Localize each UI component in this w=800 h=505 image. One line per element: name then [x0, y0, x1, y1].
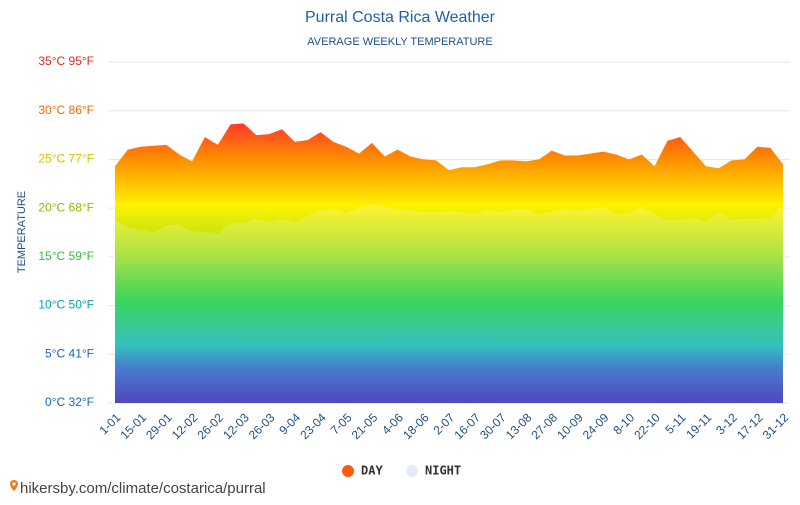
x-tick-label: 30-07	[477, 410, 509, 442]
y-tick-label: 10°C 50°F	[38, 298, 94, 312]
legend-swatch	[406, 465, 418, 477]
x-tick-label: 12-02	[169, 410, 201, 442]
x-tick-label: 17-12	[734, 410, 766, 442]
x-tick-label: 26-02	[195, 410, 227, 442]
legend-label: NIGHT	[425, 464, 461, 478]
x-tick-label: 29-01	[143, 410, 175, 442]
chart-title: Purral Costa Rica Weather	[305, 9, 496, 26]
x-tick-label: 16-07	[451, 410, 483, 442]
chart-subtitle: AVERAGE WEEKLY TEMPERATURE	[307, 36, 492, 48]
x-tick-label: 13-08	[503, 410, 535, 442]
x-tick-label: 23-04	[297, 410, 329, 442]
x-tick-label: 31-12	[760, 410, 792, 442]
y-tick-label: 5°C 41°F	[45, 346, 94, 360]
x-tick-label: 18-06	[400, 410, 432, 442]
night-area	[115, 203, 783, 403]
legend-swatch	[342, 465, 354, 477]
x-tick-label: 22-10	[631, 410, 663, 442]
x-tick-label: 15-01	[117, 410, 149, 442]
x-tick-label: 24-09	[580, 410, 612, 442]
source-text: hikersby.com/climate/costarica/purral	[20, 480, 266, 497]
y-axis-label: TEMPERATURE	[16, 191, 28, 273]
x-tick-label: 21-05	[349, 410, 381, 442]
x-tick-label: 12-03	[220, 410, 252, 442]
x-tick-label: 19-11	[683, 410, 714, 441]
day-area	[115, 123, 783, 403]
x-tick-label: 26-03	[246, 410, 278, 442]
pin-dot	[12, 482, 16, 486]
y-tick-label: 25°C 77°F	[38, 152, 94, 166]
x-tick-label: 27-08	[529, 410, 561, 442]
y-tick-label: 30°C 86°F	[38, 103, 94, 117]
y-tick-label: 0°C 32°F	[45, 395, 94, 409]
y-tick-label: 35°C 95°F	[38, 54, 94, 68]
legend-label: DAY	[361, 464, 383, 478]
x-tick-label: 10-09	[554, 410, 586, 442]
y-tick-label: 15°C 59°F	[38, 249, 94, 263]
source: hikersby.com/climate/costarica/purral	[10, 480, 266, 497]
legend: DAY NIGHT	[342, 464, 461, 478]
y-tick-label: 20°C 68°F	[38, 200, 94, 214]
